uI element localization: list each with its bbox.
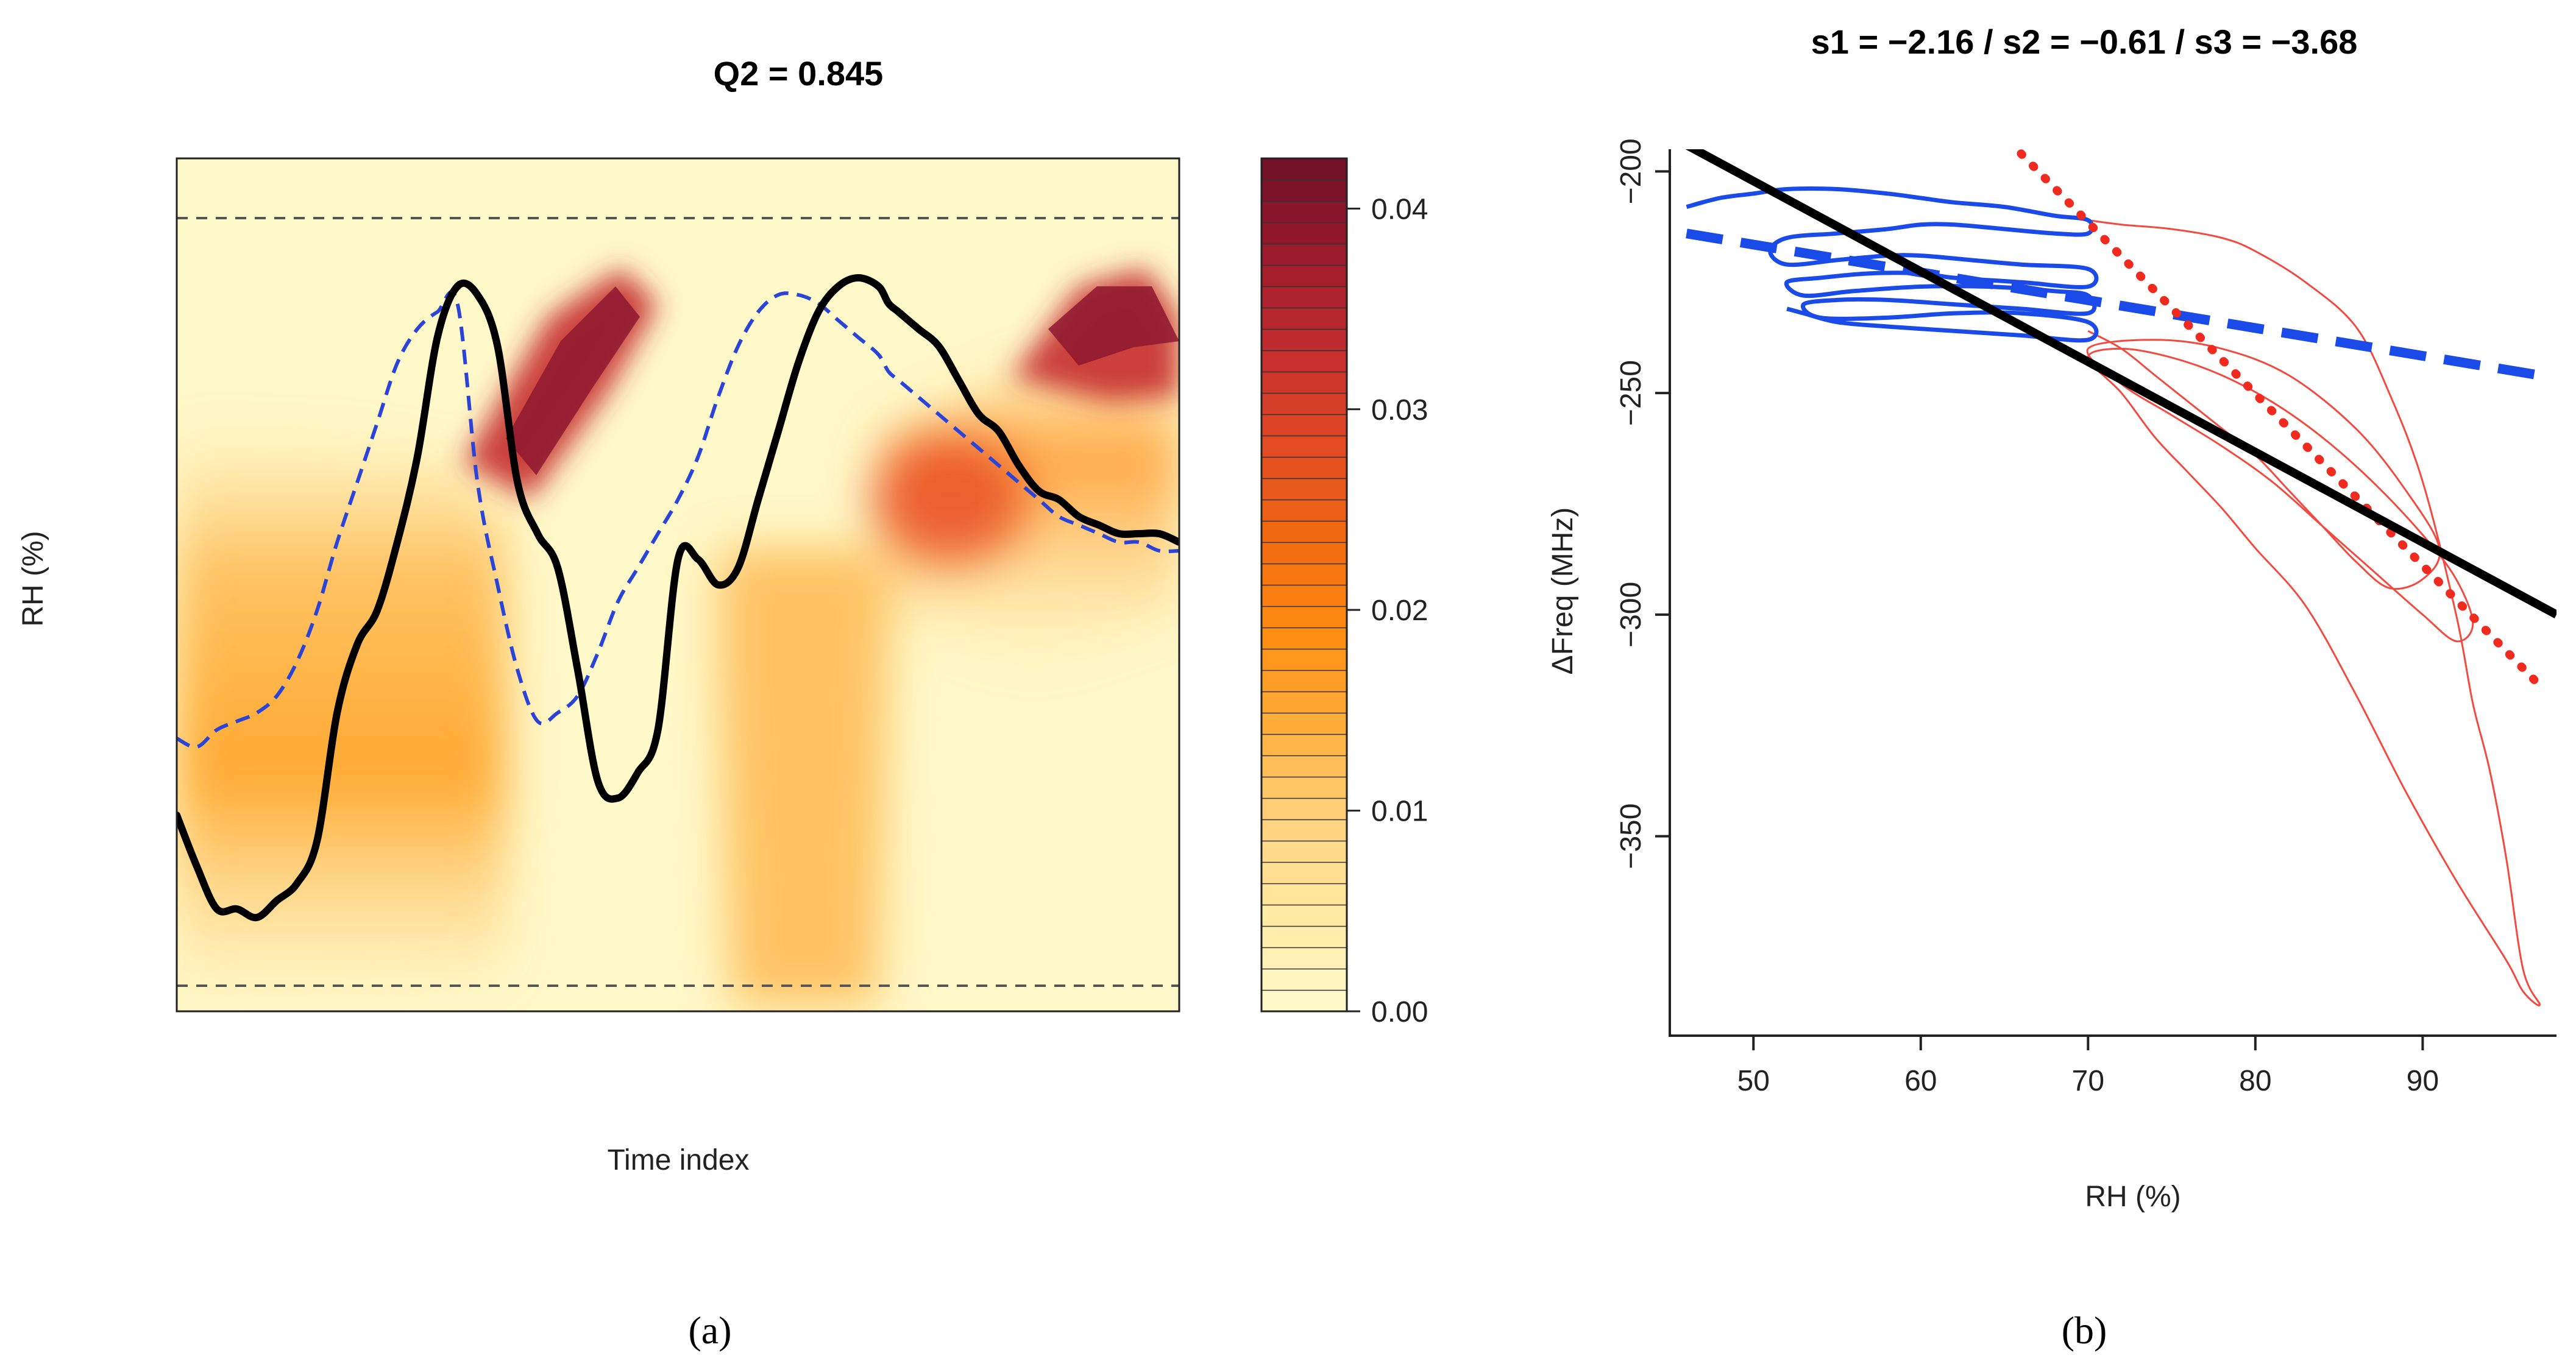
colorbar-tick-label: 0.02 xyxy=(1371,595,1428,627)
colorbar-level xyxy=(1261,158,1347,181)
colorbar-level xyxy=(1261,797,1347,821)
panel-b-plot xyxy=(1685,149,2556,1006)
colorbar-level xyxy=(1261,392,1347,415)
colorbar-tick-label: 0.03 xyxy=(1371,394,1428,426)
colorbar-level xyxy=(1261,520,1347,543)
colorbar-level xyxy=(1261,712,1347,735)
panel-b-x-ticks: 50 60 70 80 90 xyxy=(1737,1036,2439,1097)
y-tick-label: −200 xyxy=(1615,138,1647,204)
colorbar-level xyxy=(1261,499,1347,522)
colorbar-level xyxy=(1261,542,1347,565)
panel-b-title: s1 = −2.16 / s2 = −0.61 / s3 = −3.68 xyxy=(1811,23,2358,61)
colorbar-level xyxy=(1261,350,1347,373)
panel-b: s1 = −2.16 / s2 = −0.61 / s3 = −3.68 50 6… xyxy=(1547,23,2556,1352)
colorbar-level xyxy=(1261,904,1347,927)
observed-rh-line xyxy=(177,274,1179,922)
colorbar-level xyxy=(1261,264,1347,288)
colorbar-level xyxy=(1261,840,1347,863)
colorbar-tick-label: 0.01 xyxy=(1371,796,1428,828)
y-tick-label: −300 xyxy=(1615,582,1647,648)
heatmap-mid-band xyxy=(719,548,890,1005)
colorbar-level xyxy=(1261,670,1347,693)
colorbar-level xyxy=(1261,200,1347,224)
colorbar-level xyxy=(1261,179,1347,202)
fitted-rh-dashed-line xyxy=(177,290,1179,749)
panel-b-x-axis-label: RH (%) xyxy=(2085,1181,2180,1213)
heatmap-peak-core-left xyxy=(506,286,640,475)
colorbar-level xyxy=(1261,734,1347,757)
colorbar-level xyxy=(1261,776,1347,799)
colorbar-level xyxy=(1261,861,1347,885)
colorbar-level xyxy=(1261,414,1347,437)
heatmap-hotspot-center xyxy=(871,433,1030,567)
colorbar-level xyxy=(1261,883,1347,906)
colorbar-level xyxy=(1261,243,1347,266)
colorbar-level xyxy=(1261,307,1347,330)
s1-fit-line xyxy=(1685,149,2556,619)
colorbar-level xyxy=(1261,435,1347,458)
colorbar-tick-label: 0.00 xyxy=(1371,996,1428,1028)
heatmap-right-band xyxy=(884,341,1179,670)
colorbar-ticks: 0.00 0.01 0.02 0.03 0.04 xyxy=(1347,193,1428,1028)
colorbar-tick-label: 0.04 xyxy=(1371,193,1428,225)
colorbar-level xyxy=(1261,286,1347,309)
panel-a-y-axis-label: RH (%) xyxy=(17,531,49,626)
panel-b-y-axis-label: ΔFreq (MHz) xyxy=(1547,507,1579,675)
colorbar-frame xyxy=(1260,157,1348,1013)
colorbar-level xyxy=(1261,968,1347,991)
panel-b-label: (b) xyxy=(2062,1309,2107,1352)
y-tick-label: −350 xyxy=(1615,804,1647,869)
panel-b-y-ticks: −200 −250 −300 −350 xyxy=(1615,138,1670,869)
colorbar-level xyxy=(1261,478,1347,501)
colorbar xyxy=(1261,158,1347,1013)
colorbar-level xyxy=(1261,222,1347,245)
x-tick-label: 90 xyxy=(2407,1065,2439,1097)
low-rh-loops-line xyxy=(1686,186,2099,343)
colorbar-level xyxy=(1261,925,1347,949)
y-tick-label: −250 xyxy=(1615,360,1647,426)
panel-a-plot xyxy=(177,158,1179,1011)
panel-a: Q2 = 0.845 RH (%) Time index xyxy=(17,54,1428,1352)
colorbar-level xyxy=(1261,456,1347,479)
colorbar-level xyxy=(1261,328,1347,352)
panel-a-title: Q2 = 0.845 xyxy=(714,54,884,93)
colorbar-level xyxy=(1261,691,1347,714)
colorbar-level xyxy=(1261,819,1347,842)
x-tick-label: 50 xyxy=(1737,1065,1770,1097)
high-rh-loops-line xyxy=(2086,219,2541,1006)
colorbar-level xyxy=(1261,606,1347,629)
x-tick-label: 80 xyxy=(2239,1065,2271,1097)
colorbar-level xyxy=(1261,627,1347,650)
heatmap-low-band xyxy=(177,426,506,1005)
s2-fit-line xyxy=(1686,228,2541,380)
s3-fit-line xyxy=(2017,149,2544,690)
colorbar-level xyxy=(1261,371,1347,394)
colorbar-level xyxy=(1261,584,1347,607)
colorbar-level xyxy=(1261,947,1347,970)
x-tick-label: 60 xyxy=(1904,1065,1937,1097)
heatmap-peak-core-right xyxy=(1048,286,1179,366)
panel-b-axes xyxy=(1669,149,2556,1037)
colorbar-level xyxy=(1261,648,1347,671)
panel-a-frame xyxy=(176,157,1180,1013)
colorbar-level xyxy=(1261,989,1347,1013)
panel-a-x-axis-label: Time index xyxy=(608,1144,750,1176)
x-tick-label: 70 xyxy=(2072,1065,2104,1097)
panel-a-label: (a) xyxy=(688,1309,731,1352)
colorbar-level xyxy=(1261,563,1347,586)
colorbar-level xyxy=(1261,755,1347,778)
